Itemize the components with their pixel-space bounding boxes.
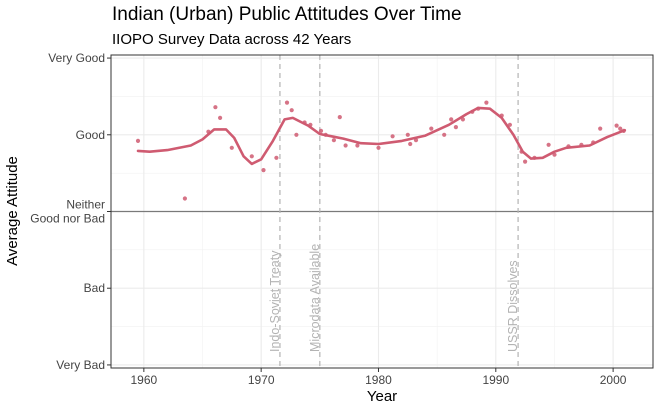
y-tick-label: Good — [76, 128, 105, 142]
y-tick-label: Neither — [66, 198, 105, 212]
data-point — [507, 122, 512, 127]
data-point — [598, 126, 603, 131]
data-point — [376, 145, 381, 150]
data-point — [218, 115, 223, 120]
data-point — [337, 115, 342, 120]
data-point — [302, 120, 307, 125]
data-point — [229, 145, 234, 150]
x-tick-label: 1960 — [130, 373, 157, 387]
data-point — [355, 143, 360, 148]
event-markers: Indo-Soviet Treaty Microdata Available USS… — [268, 55, 520, 368]
data-point — [532, 155, 537, 160]
y-axis-title: Average Attitude — [4, 156, 21, 266]
data-point — [413, 138, 419, 143]
data-point — [566, 144, 571, 149]
x-tick-label: 2000 — [600, 373, 627, 387]
data-point — [591, 140, 596, 145]
x-tick-label: 1980 — [365, 373, 392, 387]
data-point — [249, 154, 254, 159]
data-point — [579, 142, 584, 147]
data-point — [618, 126, 623, 131]
data-point — [449, 117, 454, 122]
data-point — [294, 132, 299, 137]
data-point — [331, 138, 336, 143]
data-point — [135, 138, 141, 143]
data-point — [523, 159, 528, 164]
x-tick-label: 1970 — [248, 373, 275, 387]
data-point — [213, 105, 218, 110]
data-point — [343, 143, 348, 148]
data-point — [182, 196, 187, 201]
x-axis-title: Year — [367, 388, 397, 405]
event-label: Microdata Available — [308, 244, 322, 352]
data-point — [274, 155, 279, 160]
event-label: USSR Dissolves — [506, 260, 520, 352]
data-point — [546, 142, 551, 147]
y-tick-label: Very Bad — [56, 358, 105, 372]
data-point — [519, 149, 524, 154]
data-point — [499, 113, 504, 118]
data-point — [405, 132, 410, 137]
data-point — [408, 141, 413, 147]
data-point — [323, 132, 328, 137]
data-point — [614, 123, 619, 128]
x-axis: 1960 1970 1980 1990 2000 — [130, 368, 627, 387]
data-point — [308, 122, 313, 127]
data-point — [284, 100, 290, 105]
data-point — [460, 117, 465, 122]
data-point — [470, 109, 475, 114]
event-label: Indo-Soviet Treaty — [268, 250, 282, 352]
data-point — [289, 108, 294, 113]
y-tick-label: Very Good — [48, 51, 105, 65]
x-tick-label: 1990 — [482, 373, 509, 387]
data-point — [390, 134, 395, 139]
data-points — [135, 100, 626, 201]
y-tick-label: Good nor Bad — [30, 212, 105, 226]
data-point — [261, 168, 266, 173]
chart-subtitle: IIOPO Survey Data across 42 Years — [112, 31, 351, 48]
data-point — [552, 152, 557, 157]
data-point — [206, 129, 211, 134]
data-point — [442, 132, 447, 137]
y-tick-label: Bad — [84, 281, 105, 295]
data-point — [429, 126, 434, 131]
data-point — [453, 125, 458, 130]
data-point — [621, 128, 626, 133]
data-point — [484, 100, 489, 105]
chart-title: Indian (Urban) Public Attitudes Over Tim… — [112, 4, 462, 25]
data-point — [318, 128, 324, 133]
data-point — [476, 106, 481, 111]
